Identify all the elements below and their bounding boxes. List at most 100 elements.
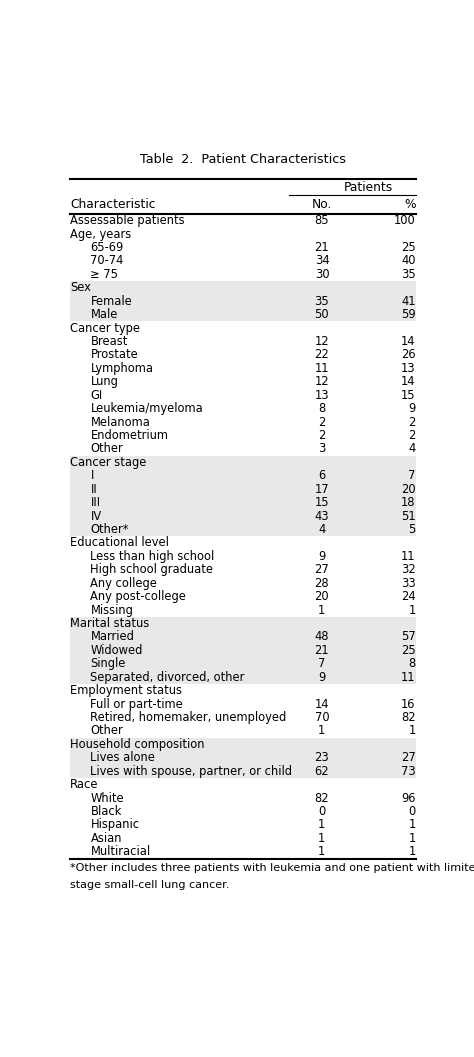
Text: Missing: Missing: [91, 604, 133, 616]
Text: 0: 0: [318, 805, 326, 818]
Text: 21: 21: [315, 241, 329, 254]
Bar: [70, 456, 416, 469]
Text: 7: 7: [318, 657, 326, 670]
Text: Black: Black: [91, 805, 122, 818]
Text: 70: 70: [315, 711, 329, 724]
Text: 59: 59: [401, 309, 416, 321]
Text: 43: 43: [315, 509, 329, 522]
Bar: [70, 523, 416, 536]
Text: 48: 48: [315, 630, 329, 644]
Text: Retired, homemaker, unemployed: Retired, homemaker, unemployed: [91, 711, 287, 724]
Text: 2: 2: [408, 429, 416, 442]
Text: 34: 34: [315, 255, 329, 267]
Text: 9: 9: [318, 671, 326, 684]
Text: Multiracial: Multiracial: [91, 846, 151, 858]
Text: 0: 0: [408, 805, 416, 818]
Text: 23: 23: [315, 752, 329, 764]
Text: 25: 25: [401, 644, 416, 656]
Text: GI: GI: [91, 389, 103, 402]
Text: 24: 24: [401, 590, 416, 604]
Text: 2: 2: [318, 415, 326, 428]
Text: 1: 1: [318, 832, 326, 845]
Text: Prostate: Prostate: [91, 349, 138, 361]
Text: High school graduate: High school graduate: [91, 563, 213, 576]
Text: 1: 1: [318, 818, 326, 832]
Text: 35: 35: [401, 267, 416, 281]
Text: Sex: Sex: [70, 281, 91, 294]
Text: Employment status: Employment status: [70, 684, 182, 698]
Text: 21: 21: [315, 644, 329, 656]
Text: 3: 3: [318, 443, 326, 456]
Text: Separated, divorced, other: Separated, divorced, other: [91, 671, 245, 684]
Bar: [70, 752, 416, 764]
Text: 27: 27: [401, 752, 416, 764]
Text: Cancer stage: Cancer stage: [70, 456, 146, 469]
Text: 96: 96: [401, 792, 416, 804]
Text: Race: Race: [70, 778, 99, 792]
Text: Melanoma: Melanoma: [91, 415, 150, 428]
Text: No.: No.: [312, 198, 332, 210]
Text: 70-74: 70-74: [91, 255, 124, 267]
Text: Other*: Other*: [91, 523, 129, 536]
Bar: [70, 482, 416, 496]
Bar: [70, 496, 416, 509]
Text: *Other includes three patients with leukemia and one patient with limited-: *Other includes three patients with leuk…: [70, 864, 474, 873]
Text: Assessable patients: Assessable patients: [70, 215, 185, 227]
Text: 33: 33: [401, 577, 416, 590]
Bar: [70, 764, 416, 778]
Text: Marital status: Marital status: [70, 617, 149, 630]
Text: IV: IV: [91, 509, 102, 522]
Text: Lives with spouse, partner, or child: Lives with spouse, partner, or child: [91, 764, 292, 778]
Text: Leukemia/myeloma: Leukemia/myeloma: [91, 402, 203, 415]
Text: Table  2.  Patient Characteristics: Table 2. Patient Characteristics: [140, 153, 346, 166]
Text: 40: 40: [401, 255, 416, 267]
Text: 9: 9: [408, 402, 416, 415]
Text: 1: 1: [408, 832, 416, 845]
Text: 1: 1: [408, 724, 416, 738]
Text: Hispanic: Hispanic: [91, 818, 140, 832]
Text: Widowed: Widowed: [91, 644, 143, 656]
Text: 20: 20: [315, 590, 329, 604]
Text: Lung: Lung: [91, 375, 118, 388]
Text: White: White: [91, 792, 124, 804]
Text: 26: 26: [401, 349, 416, 361]
Text: 9: 9: [318, 550, 326, 563]
Bar: [70, 670, 416, 684]
Text: Endometrium: Endometrium: [91, 429, 168, 442]
Text: 51: 51: [401, 509, 416, 522]
Text: Age, years: Age, years: [70, 227, 131, 241]
Text: 4: 4: [408, 443, 416, 456]
Text: 82: 82: [401, 711, 416, 724]
Text: 16: 16: [401, 698, 416, 710]
Text: Educational level: Educational level: [70, 537, 169, 550]
Text: Married: Married: [91, 630, 134, 644]
Bar: [70, 644, 416, 657]
Text: Male: Male: [91, 309, 118, 321]
Text: Any post-college: Any post-college: [91, 590, 186, 604]
Bar: [70, 630, 416, 644]
Text: stage small-cell lung cancer.: stage small-cell lung cancer.: [70, 879, 229, 890]
Text: 1: 1: [408, 846, 416, 858]
Text: 20: 20: [401, 483, 416, 496]
Text: 14: 14: [401, 335, 416, 348]
Text: 11: 11: [315, 361, 329, 375]
Text: 13: 13: [315, 389, 329, 402]
Text: ≥ 75: ≥ 75: [91, 267, 118, 281]
Text: II: II: [91, 483, 97, 496]
Text: 1: 1: [318, 604, 326, 616]
Text: 73: 73: [401, 764, 416, 778]
Text: Single: Single: [91, 657, 126, 670]
Text: 1: 1: [408, 818, 416, 832]
Text: 11: 11: [401, 671, 416, 684]
Text: 1: 1: [318, 846, 326, 858]
Text: 15: 15: [401, 389, 416, 402]
Text: 11: 11: [401, 550, 416, 563]
Text: 2: 2: [318, 429, 326, 442]
Text: 5: 5: [408, 523, 416, 536]
Text: 17: 17: [315, 483, 329, 496]
Bar: [70, 657, 416, 670]
Text: 62: 62: [315, 764, 329, 778]
Text: 85: 85: [315, 215, 329, 227]
Text: Full or part-time: Full or part-time: [91, 698, 183, 710]
Bar: [70, 738, 416, 752]
